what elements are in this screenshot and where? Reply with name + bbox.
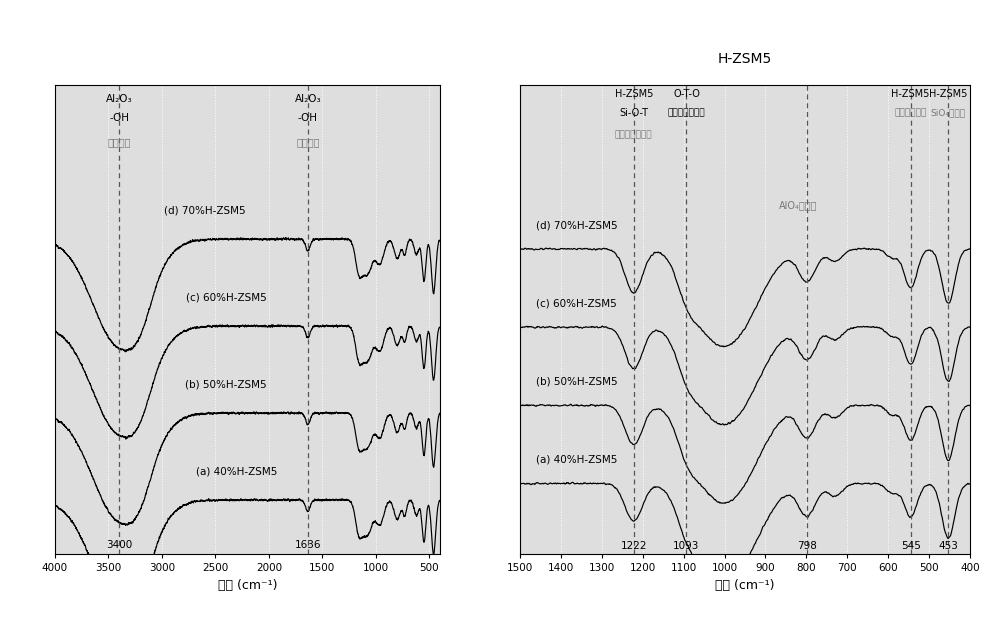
Text: (a) 40%H-ZSM5: (a) 40%H-ZSM5: [196, 467, 277, 477]
Text: 五元环振动峰: 五元环振动峰: [895, 108, 927, 117]
Text: Si-O-T: Si-O-T: [619, 108, 648, 118]
Text: 伸缩振动: 伸缩振动: [107, 136, 131, 146]
X-axis label: 波数 (cm⁻¹): 波数 (cm⁻¹): [218, 578, 277, 592]
Text: H-ZSM5: H-ZSM5: [615, 89, 653, 99]
Text: -OH: -OH: [298, 113, 318, 123]
Text: H-ZSM5: H-ZSM5: [718, 52, 772, 66]
Text: Al₂O₃: Al₂O₃: [106, 94, 132, 104]
Text: 798: 798: [797, 541, 817, 551]
Text: (b) 50%H-ZSM5: (b) 50%H-ZSM5: [536, 377, 618, 386]
Text: O-T-O: O-T-O: [673, 89, 700, 99]
Text: SiO₄四面体: SiO₄四面体: [931, 108, 966, 117]
Text: 1222: 1222: [620, 541, 647, 551]
Text: Al₂O₃: Al₂O₃: [295, 94, 321, 104]
Text: (d) 70%H-ZSM5: (d) 70%H-ZSM5: [536, 220, 618, 230]
Text: (c) 60%H-ZSM5: (c) 60%H-ZSM5: [186, 293, 266, 303]
Text: 1093: 1093: [673, 541, 700, 551]
Text: (a) 40%H-ZSM5: (a) 40%H-ZSM5: [536, 455, 618, 464]
Text: 3400: 3400: [106, 540, 132, 550]
Text: 不对称伸缩振动: 不对称伸缩振动: [668, 108, 705, 117]
Text: (d) 70%H-ZSM5: (d) 70%H-ZSM5: [164, 206, 246, 216]
Text: 变形振动: 变形振动: [296, 136, 320, 146]
Text: 反对称伸缩振动: 反对称伸缩振动: [615, 130, 653, 139]
Text: H-ZSM5: H-ZSM5: [891, 89, 930, 99]
Text: (b) 50%H-ZSM5: (b) 50%H-ZSM5: [185, 380, 267, 390]
Text: 453: 453: [938, 541, 958, 551]
X-axis label: 波数 (cm⁻¹): 波数 (cm⁻¹): [715, 578, 775, 592]
Text: 545: 545: [901, 541, 921, 551]
Text: (c) 60%H-ZSM5: (c) 60%H-ZSM5: [536, 299, 617, 308]
Text: -OH: -OH: [109, 113, 129, 123]
Text: AlO₄四面体: AlO₄四面体: [779, 200, 817, 210]
Text: 1636: 1636: [295, 540, 321, 550]
Text: H-ZSM5: H-ZSM5: [929, 89, 968, 99]
